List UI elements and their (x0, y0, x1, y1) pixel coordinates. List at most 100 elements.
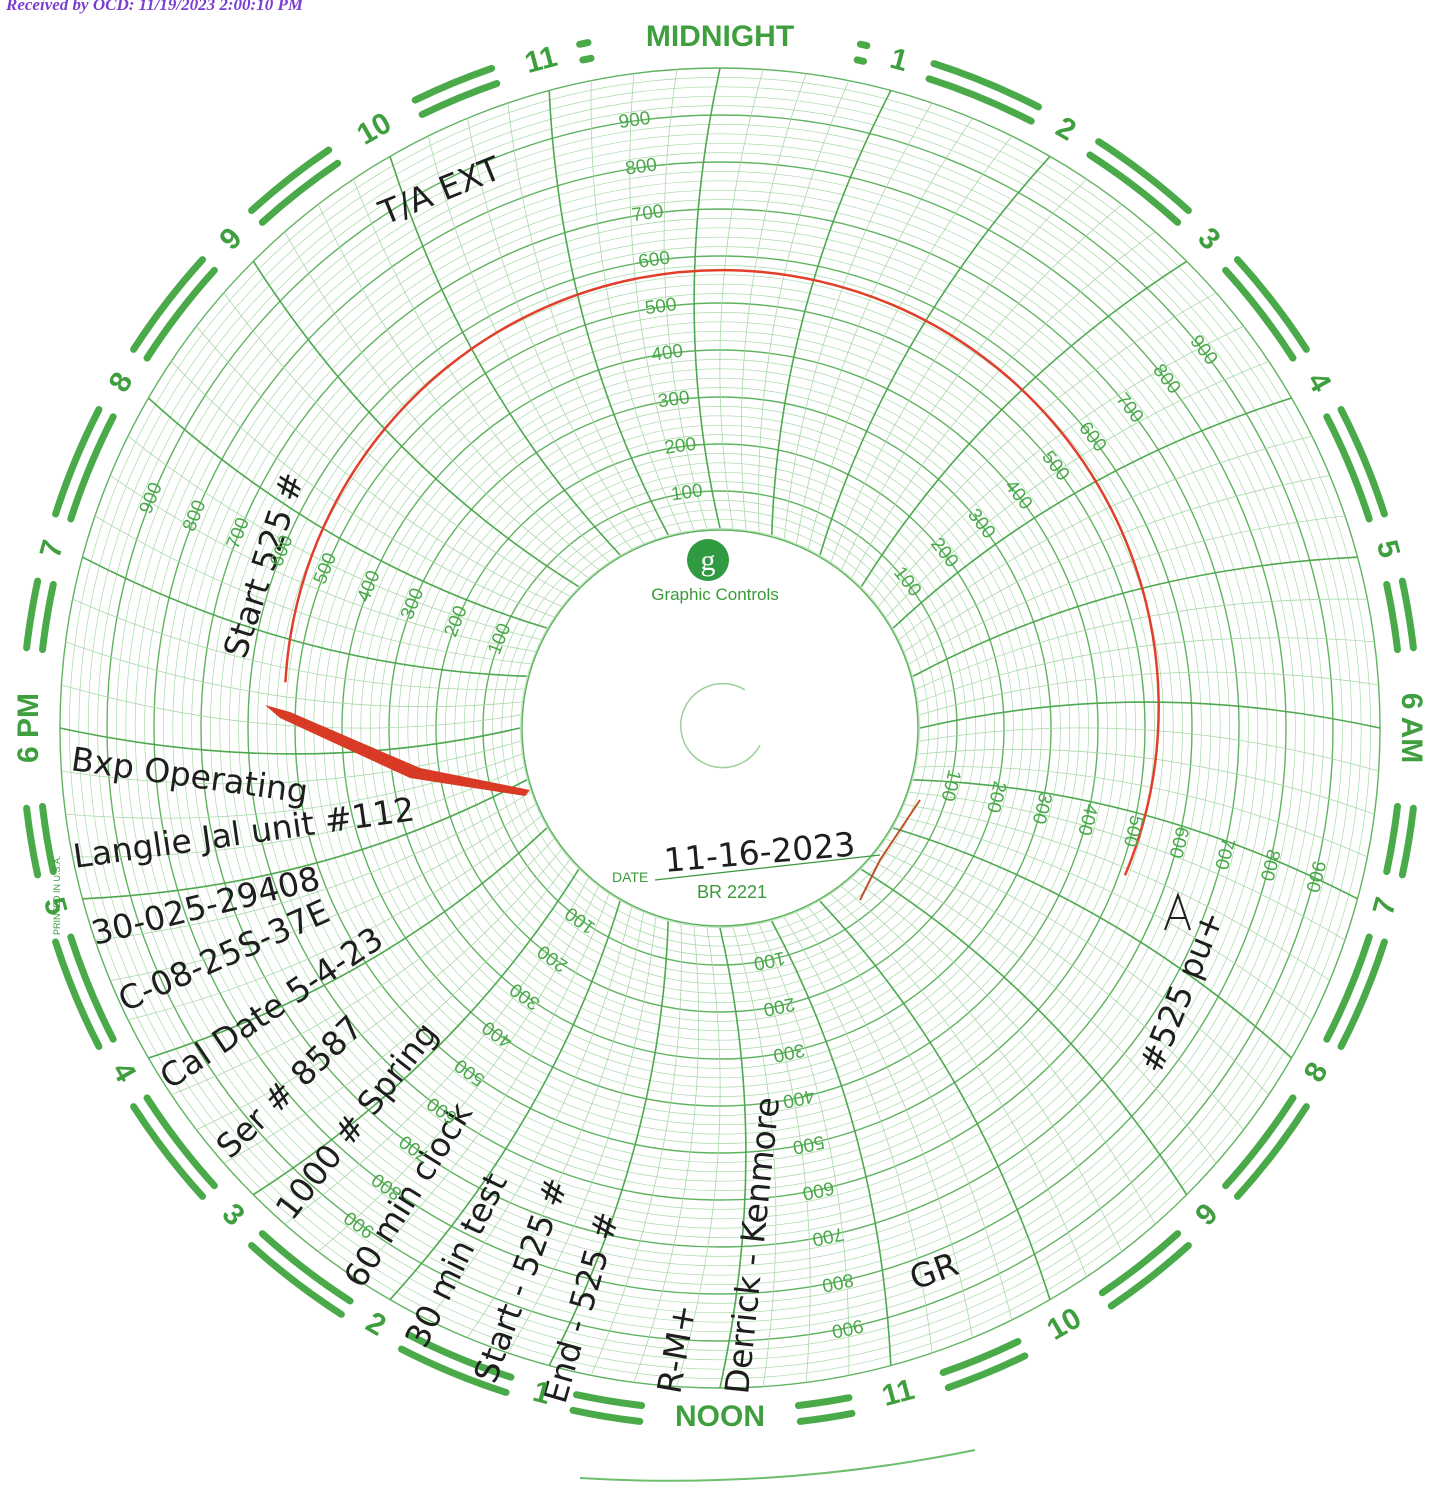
hour-band (796, 1409, 856, 1425)
time-line (548, 921, 670, 1366)
logo-badge (687, 539, 729, 581)
time-line (252, 868, 580, 1196)
time-line (719, 69, 764, 529)
scale-label: 600 (801, 1177, 836, 1204)
time-line (284, 878, 589, 1225)
time-line (196, 849, 562, 1131)
grid-circle (172, 180, 1268, 1276)
hour-label: 1 (529, 1375, 554, 1411)
scale-label: 400 (781, 1085, 816, 1112)
hour-band (411, 64, 496, 104)
hour-label: 7 (1367, 894, 1403, 919)
hour-band (1323, 413, 1373, 523)
hour-band (1233, 256, 1310, 353)
time-line (507, 917, 657, 1354)
time-line (808, 907, 1013, 1321)
hour-band (1323, 933, 1373, 1043)
hour-band (1233, 1103, 1310, 1200)
hour-band (1222, 266, 1297, 362)
scale-label: 800 (624, 154, 658, 179)
scale-label: 200 (441, 603, 472, 640)
time-line (196, 325, 562, 607)
scale-label: 400 (479, 1016, 517, 1052)
hour-label: MIDNIGHT (646, 20, 794, 53)
time-line (841, 204, 1123, 570)
scale-label: 800 (820, 1269, 855, 1296)
grid-circle (210, 218, 1230, 1238)
grid-circle (87, 95, 1353, 1361)
scale-label: 600 (637, 248, 671, 273)
hour-label: 5 (1370, 537, 1406, 562)
hour-band (39, 580, 57, 654)
scale-label: 900 (617, 108, 651, 133)
hour-band (1095, 138, 1192, 215)
time-line (353, 894, 610, 1278)
hour-label: 11 (879, 1373, 918, 1413)
time-line (808, 135, 1013, 549)
time-line (427, 135, 632, 549)
scale-label: 400 (650, 341, 684, 366)
hour-band (1337, 938, 1388, 1051)
trace-arc (284, 268, 1160, 876)
hour-band (925, 75, 1035, 125)
scale-label: 300 (1028, 790, 1056, 826)
scale-label: 500 (310, 550, 341, 587)
time-line (909, 791, 1346, 941)
time-line (909, 515, 1346, 665)
grid-circle (200, 208, 1240, 1248)
hour-label: 11 (521, 40, 560, 80)
hour-band (1398, 577, 1417, 652)
logo: g (701, 544, 716, 577)
time-line (899, 816, 1313, 1021)
time-line (919, 671, 1379, 716)
time-line (548, 90, 669, 536)
time-line (127, 816, 541, 1021)
grid-circle (416, 424, 1024, 1032)
time-line (830, 178, 1087, 562)
scale-label: 500 (451, 1054, 489, 1090)
time-line (223, 859, 570, 1164)
grid-circle (294, 302, 1146, 1154)
grid-circle (398, 406, 1042, 1050)
time-line (771, 920, 892, 1366)
grid-circle (463, 471, 977, 985)
grid-circle (191, 199, 1249, 1257)
hour-band (1222, 1094, 1297, 1190)
time-line (72, 766, 525, 858)
time-line (633, 926, 700, 1383)
time-line (590, 924, 682, 1376)
received-stamp: Received by OCD: 11/19/2023 2:00:10 PM (5, 0, 304, 14)
grid-circle (144, 152, 1296, 1304)
grid-circle (228, 236, 1212, 1220)
hour-band (944, 1352, 1029, 1392)
grid-circle (106, 114, 1334, 1342)
grid-circle (482, 490, 958, 966)
time-line (427, 907, 632, 1321)
time-line (841, 886, 1123, 1252)
hour-label: 4 (1300, 367, 1337, 398)
time-line (878, 325, 1244, 607)
hour-band (576, 39, 592, 48)
scale-label: 800 (1256, 847, 1284, 883)
time-line (467, 912, 644, 1338)
time-line (886, 838, 1270, 1095)
time-line (758, 80, 850, 532)
brand: Graphic Controls (651, 585, 779, 604)
hour-band (939, 1338, 1022, 1376)
time-line (170, 361, 554, 618)
time-line (110, 804, 536, 981)
scale-label: 100 (670, 480, 704, 505)
time-line (740, 73, 807, 530)
time-line (851, 878, 1156, 1225)
grid-circle (238, 246, 1202, 1210)
hour-band (248, 146, 333, 215)
time-line (147, 397, 548, 629)
time-line (919, 701, 1381, 729)
grid-circle (454, 462, 986, 994)
time-line (886, 360, 1269, 618)
hour-band (258, 159, 342, 226)
handwritten-text: Bxp Operating (69, 739, 311, 811)
hour-label: 10 (352, 106, 397, 151)
scale-label: 900 (830, 1315, 865, 1342)
time-line (919, 727, 1379, 772)
